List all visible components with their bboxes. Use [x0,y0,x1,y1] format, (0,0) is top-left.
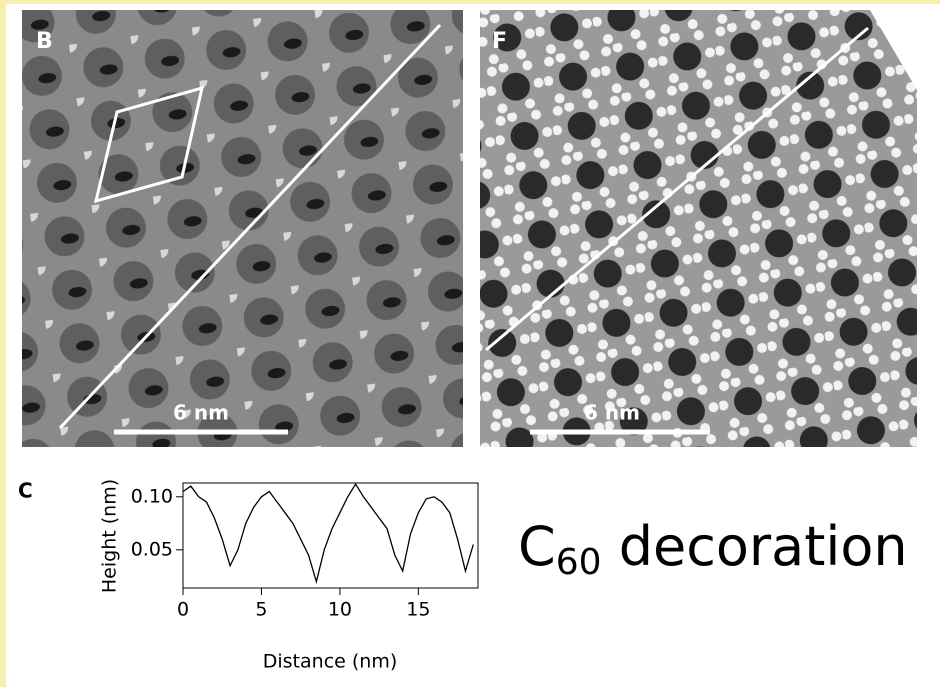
stm-image [480,10,917,447]
panel-label: B [36,29,53,54]
y-tick-label: 0.05 [131,538,173,560]
y-tick-label: 0.10 [131,485,173,507]
y-axis-label: Height (nm) [99,479,121,593]
caption-text: C [518,515,556,578]
panel-b: 6 nm B [22,10,463,447]
scale-label: 6 nm [173,401,229,425]
x-tick-label: 0 [177,599,189,621]
panel-f: 6 nm F [480,10,917,447]
x-axis-label: Distance (nm) [263,651,398,673]
slide: 6 nm B 6 nm F C Height (nm) Distance (nm… [0,0,940,687]
border [0,0,940,4]
caption-subscript: 60 [556,542,602,583]
panel-label: F [492,29,507,54]
x-tick-label: 15 [406,599,430,621]
x-tick-label: 5 [255,599,267,621]
scale-label: 6 nm [584,401,640,425]
stm-image [22,10,463,447]
x-tick-label: 10 [328,599,352,621]
panel-label: C [18,479,33,503]
caption-rest: decoration [602,515,908,578]
border [0,0,6,687]
